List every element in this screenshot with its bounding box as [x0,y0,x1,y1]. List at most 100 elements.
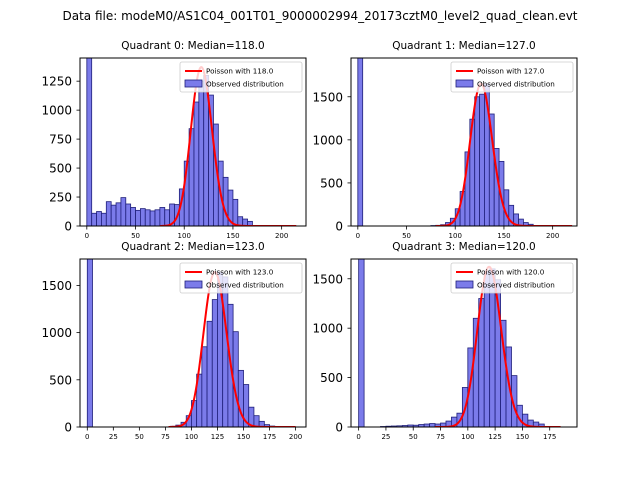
y-tick-label: 750 [49,133,72,147]
histogram-bar [247,220,253,226]
x-tick-label: 50 [409,433,418,441]
histogram-bar [232,198,239,226]
histogram-bar [86,58,93,226]
plot-area [86,58,297,226]
legend-label-poisson: Poisson with 123.0 [206,268,274,277]
x-tick-label: 100 [461,433,474,441]
x-tick-label: 100 [449,232,462,240]
legend-box [450,61,574,93]
plot-area [357,58,573,226]
histogram-bar [429,423,436,427]
histogram-bar [149,210,156,226]
histogram-bar [211,299,218,427]
y-tick-label: 0 [335,421,343,435]
histogram-bar [91,212,97,226]
y-tick-label: 0 [64,220,72,234]
figure-title: Data file: modeM0/AS1C04_001T01_90000029… [62,9,577,23]
histogram-bar [125,203,132,226]
chart-title: Quadrant 2: Median=123.0 [121,241,264,253]
x-tick-label: 175 [263,433,276,441]
x-tick-label: 125 [211,433,224,441]
x-tick-label: 200 [289,433,302,441]
x-tick-label: 100 [185,433,198,441]
x-tick-label: 50 [131,232,140,240]
legend-bar-swatch [184,79,203,88]
legend-bar-swatch [455,280,474,289]
histogram-bar [201,346,208,427]
y-tick-label: 500 [320,371,343,385]
x-tick-label: 125 [488,433,501,441]
x-tick-label: 0 [85,232,89,240]
x-tick-label: 25 [109,433,118,441]
histogram-bar [358,259,365,427]
legend-label-observed: Observed distribution [206,80,284,89]
histogram-bar [101,212,107,226]
poisson-curve [159,66,297,226]
histogram-bar [222,276,229,427]
histogram-bar [110,204,117,226]
y-tick-label: 500 [49,373,72,387]
legend: Poisson with 118.0 Observed distribution [179,61,303,93]
quadrant-2-chart: Quadrant 2: Median=123.0 0 25 50 75 100 125 150… [41,241,307,441]
axes-frame [79,258,307,428]
x-tick-label: 175 [543,433,556,441]
x-tick-label: 75 [161,433,170,441]
legend-box [450,262,574,294]
legend-label-observed: Observed distribution [477,281,555,290]
x-tick-label: 150 [226,232,239,240]
poisson-curve [435,82,573,226]
chart-title: Quadrant 0: Median=118.0 [121,40,264,52]
histogram-bar [96,211,102,226]
legend-box [179,61,303,93]
histogram-bar [120,197,127,226]
histogram-bar [483,270,491,427]
x-tick-label: 100 [178,232,191,240]
histogram-bar [159,207,166,226]
legend-label-poisson: Poisson with 127.0 [477,67,545,76]
x-tick-label: 75 [436,433,445,441]
histogram-bar [154,209,161,226]
histogram-bar [86,259,93,427]
y-tick-label: 1000 [312,133,343,147]
histogram-bar [222,176,229,226]
histogram-bar [130,207,136,226]
x-tick-label: 0 [85,433,89,441]
legend-bar-swatch [184,280,203,289]
histogram-bar [164,209,171,226]
histogram-bar [479,93,485,226]
y-tick-label: 500 [320,176,343,190]
quadrant-1-chart: Quadrant 1: Median=127.0 0 50 100 150 200 0 500… [312,40,578,240]
x-tick-label: 200 [546,232,559,240]
y-tick-label: 1250 [41,75,72,89]
histogram-bar [538,423,545,427]
legend: Poisson with 120.0 Observed distribution [450,262,574,294]
plot-area [358,259,561,427]
legend-bar-swatch [455,79,474,88]
y-tick-label: 500 [49,162,72,176]
x-tick-label: 150 [497,232,510,240]
x-tick-label: 200 [275,232,288,240]
legend-box [179,262,303,294]
x-tick-label: 150 [237,433,250,441]
histogram-bar [198,80,205,226]
histogram-bar [105,201,112,226]
histogram-bar [135,209,141,226]
quadrant-0-chart: Quadrant 0: Median=118.0 0 50 100 150 200 0 250… [41,40,307,240]
y-tick-label: 250 [49,191,72,205]
chart-title: Quadrant 3: Median=120.0 [392,241,535,253]
y-tick-label: 1500 [41,279,72,293]
histogram-bar [144,209,151,226]
x-tick-label: 50 [135,433,144,441]
x-tick-label: 50 [402,232,411,240]
y-tick-label: 1000 [312,322,343,336]
histogram-bar [474,96,480,226]
legend-label-observed: Observed distribution [477,80,555,89]
legend-label-poisson: Poisson with 120.0 [477,268,545,277]
y-tick-label: 1500 [312,90,343,104]
quadrant-3-chart: Quadrant 3: Median=120.0 0 25 50 75 100 125 150… [312,241,578,441]
x-tick-label: 150 [516,433,529,441]
axes-frame [350,258,578,428]
legend-label-poisson: Poisson with 118.0 [206,67,274,76]
axes-frame [79,57,307,227]
